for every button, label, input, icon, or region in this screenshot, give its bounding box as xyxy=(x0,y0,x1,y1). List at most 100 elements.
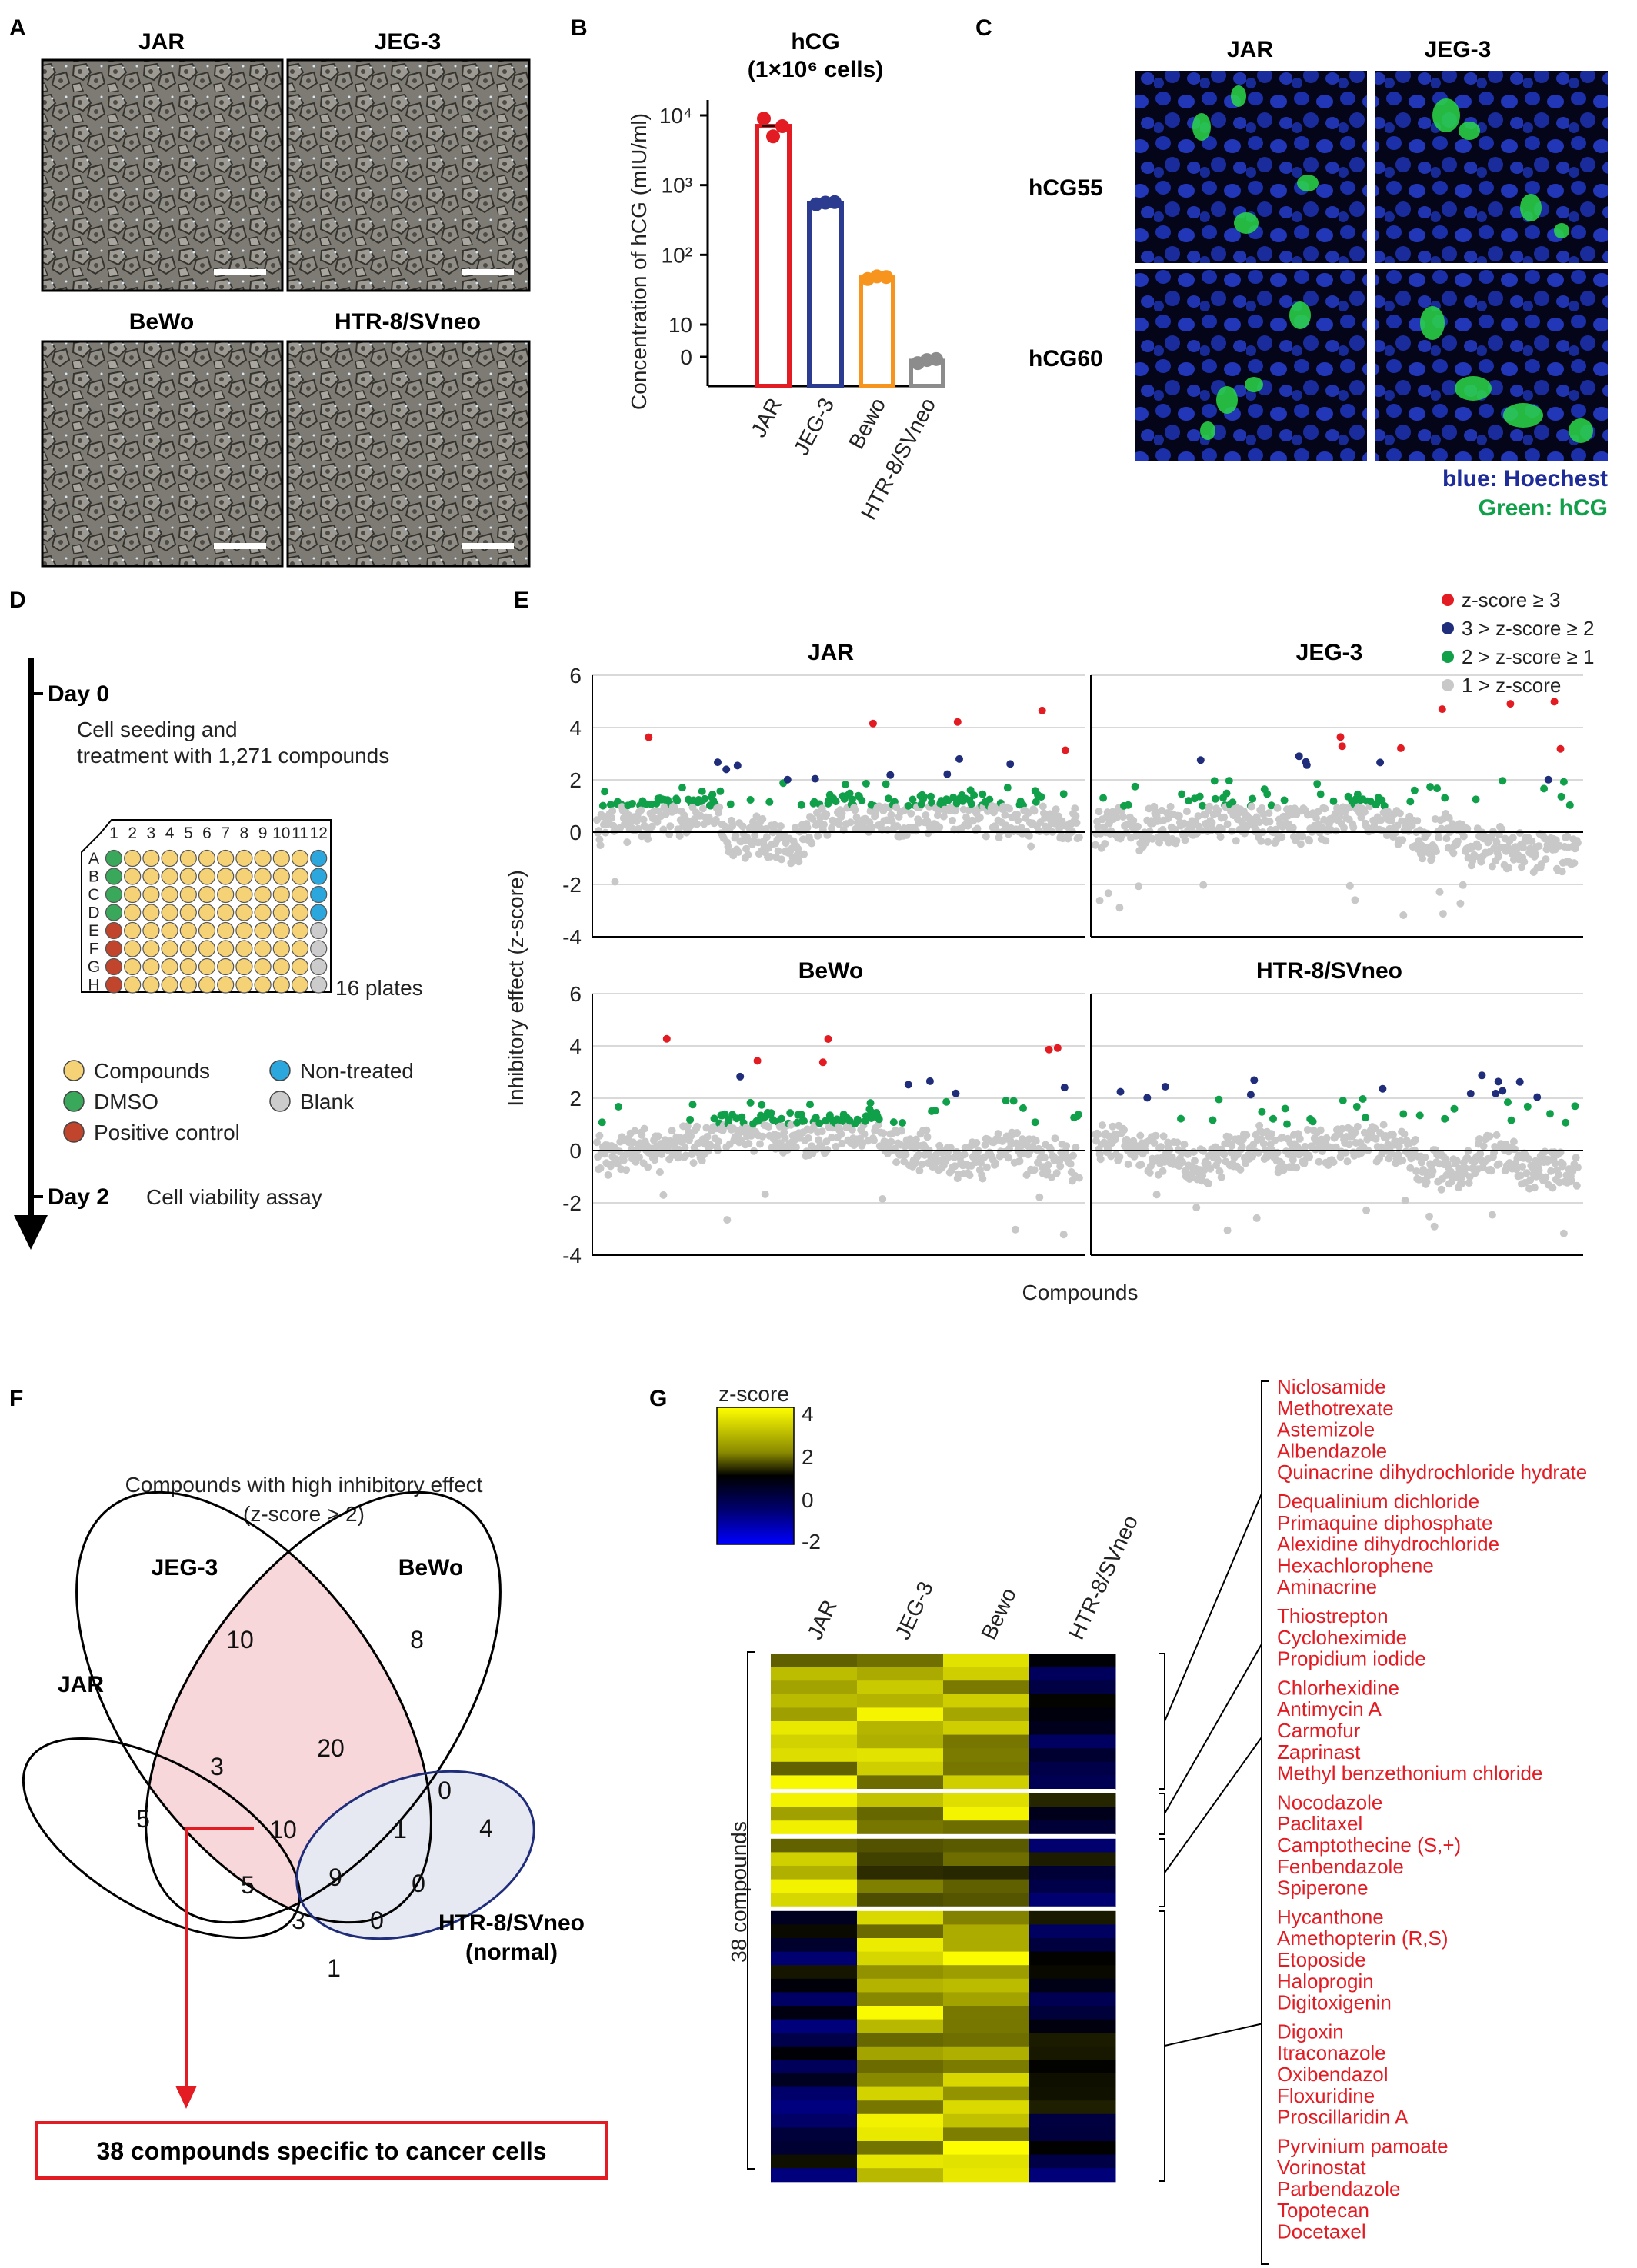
heatmap-cell xyxy=(771,1654,858,1668)
chart-b-ylabel: Concentration of hCG (mIU/ml) xyxy=(627,113,651,410)
heatmap-cell xyxy=(943,2046,1030,2060)
heatmap-cell xyxy=(771,2141,858,2156)
heatmap-col-labels: JAR JEG-3 Bewo HTR-8/SVneo xyxy=(802,1511,1142,1643)
plate-well xyxy=(105,868,123,885)
plate-well xyxy=(161,885,178,904)
heatmap-cell xyxy=(857,1667,944,1681)
plate-well xyxy=(124,868,142,885)
venn-label-jar: JAR xyxy=(58,1672,104,1697)
venn-count: 1 xyxy=(393,1816,407,1843)
heatmap-cell xyxy=(771,2060,858,2074)
plate-well xyxy=(142,885,160,904)
heatmap-cell xyxy=(943,1667,1030,1681)
heatmap-cell xyxy=(943,1654,1030,1668)
heatmap-cell xyxy=(943,1793,1030,1808)
micrograph-jeg3: JEG-3 xyxy=(286,29,531,292)
plate-well xyxy=(179,957,197,976)
plate-row-letter: C xyxy=(88,886,99,904)
heatmap-cell xyxy=(1029,2006,1116,2020)
heatmap-cell xyxy=(857,2127,944,2142)
plate-well xyxy=(105,940,123,957)
plate-well xyxy=(254,849,272,868)
ytick-label: -2 xyxy=(562,873,582,897)
panel-label-d: D xyxy=(9,588,26,613)
heatmap-cell xyxy=(943,1734,1030,1749)
heatmap-cell xyxy=(1029,1680,1116,1695)
venn-label-jeg3: JEG-3 xyxy=(152,1555,218,1580)
compound-name: Dequalinium dichloride xyxy=(1277,1490,1479,1513)
plate-well xyxy=(198,940,216,957)
plate-well xyxy=(198,885,216,904)
heatmap-cell xyxy=(771,1992,858,2007)
scatter-subplot: BeWo 6 4 2 0 -2 -4 xyxy=(562,958,1085,1267)
plate-row-letter: A xyxy=(88,850,99,868)
micrograph-label-htr: HTR-8/SVneo xyxy=(335,309,481,335)
heatmap-cell xyxy=(1029,2073,1116,2088)
xtick-label: JAR xyxy=(746,394,786,441)
plate-well xyxy=(124,904,142,921)
venn-set-jar xyxy=(22,1737,302,1939)
plate-well xyxy=(235,868,253,885)
legend-positive: Positive control xyxy=(94,1121,240,1144)
heatmap-cell xyxy=(943,2100,1030,2115)
heatmap-cell xyxy=(771,1707,858,1722)
heatmap-cell xyxy=(857,1721,944,1736)
compound-name: Proscillaridin A xyxy=(1277,2106,1409,2129)
bar xyxy=(807,201,844,388)
heatmap-cell xyxy=(943,2019,1030,2033)
plate-well xyxy=(217,957,235,976)
heatmap-cell xyxy=(1029,1879,1116,1893)
venn-count: 9 xyxy=(328,1863,342,1891)
heatmap-cell xyxy=(857,2168,944,2183)
plate-well xyxy=(179,849,197,868)
plate-row-letter: H xyxy=(88,977,99,994)
compound-name: Thiostrepton xyxy=(1277,1604,1389,1627)
colorbar-tick: 2 xyxy=(802,1445,814,1469)
plate-well xyxy=(235,957,253,976)
heatmap-cell xyxy=(771,1951,858,1966)
heatmap-cell xyxy=(771,1978,858,1993)
venn-count: 20 xyxy=(317,1734,345,1762)
plate-legend: Compounds DMSO Positive control Non-trea… xyxy=(63,1059,414,1144)
micrograph-label-jeg3: JEG-3 xyxy=(375,29,442,55)
heatmap-cell xyxy=(857,2100,944,2115)
chart-b-bars xyxy=(755,112,945,389)
legend-z1: 2 > z-score ≥ 1 xyxy=(1462,645,1595,668)
plate-col-number: 12 xyxy=(310,824,328,842)
heatmap-cell xyxy=(771,2006,858,2020)
heatmap-cell xyxy=(1029,1761,1116,1776)
venn-count: 3 xyxy=(210,1753,224,1780)
compound-name: Itraconazole xyxy=(1277,2041,1386,2064)
colorbar xyxy=(716,1407,795,1545)
plate-well xyxy=(254,868,272,885)
plate-col-number: 6 xyxy=(202,824,212,842)
plate-well xyxy=(291,868,309,885)
compound-name: Antimycin A xyxy=(1277,1697,1382,1720)
venn-label-htr: HTR-8/SVneo xyxy=(438,1910,585,1936)
heatmap-cell xyxy=(771,1866,858,1880)
heatmap-cell xyxy=(1029,1866,1116,1880)
plate-well xyxy=(235,940,253,957)
legend-compounds: Compounds xyxy=(94,1059,210,1083)
ytick-label: 6 xyxy=(569,664,582,688)
heatmap-cell xyxy=(771,1852,858,1867)
ytick-label: -2 xyxy=(562,1191,582,1215)
ytick-label: 0 xyxy=(680,345,692,369)
heatmap-cell xyxy=(1029,1748,1116,1763)
timeline-day0: Day 0 xyxy=(48,681,109,707)
plate-col-number: 3 xyxy=(147,824,156,842)
heatmap-cell xyxy=(1029,1838,1116,1853)
compound-name: Astemizole xyxy=(1277,1418,1375,1441)
heatmap-cell xyxy=(771,1910,858,1925)
subplot-title: JEG-3 xyxy=(1296,640,1363,665)
heatmap-cell xyxy=(771,1807,858,1821)
heatmap-cell xyxy=(1029,1807,1116,1821)
heatmap-cell xyxy=(943,1680,1030,1695)
compound-name: Hexachlorophene xyxy=(1277,1554,1434,1577)
micrograph-label-bewo: BeWo xyxy=(129,309,194,335)
compound-name: Pyrvinium pamoate xyxy=(1277,2134,1449,2157)
heatmap-cell xyxy=(857,1654,944,1668)
fluor-row-label-hcg55: hCG55 xyxy=(1029,175,1103,201)
summary-box xyxy=(35,2121,608,2180)
